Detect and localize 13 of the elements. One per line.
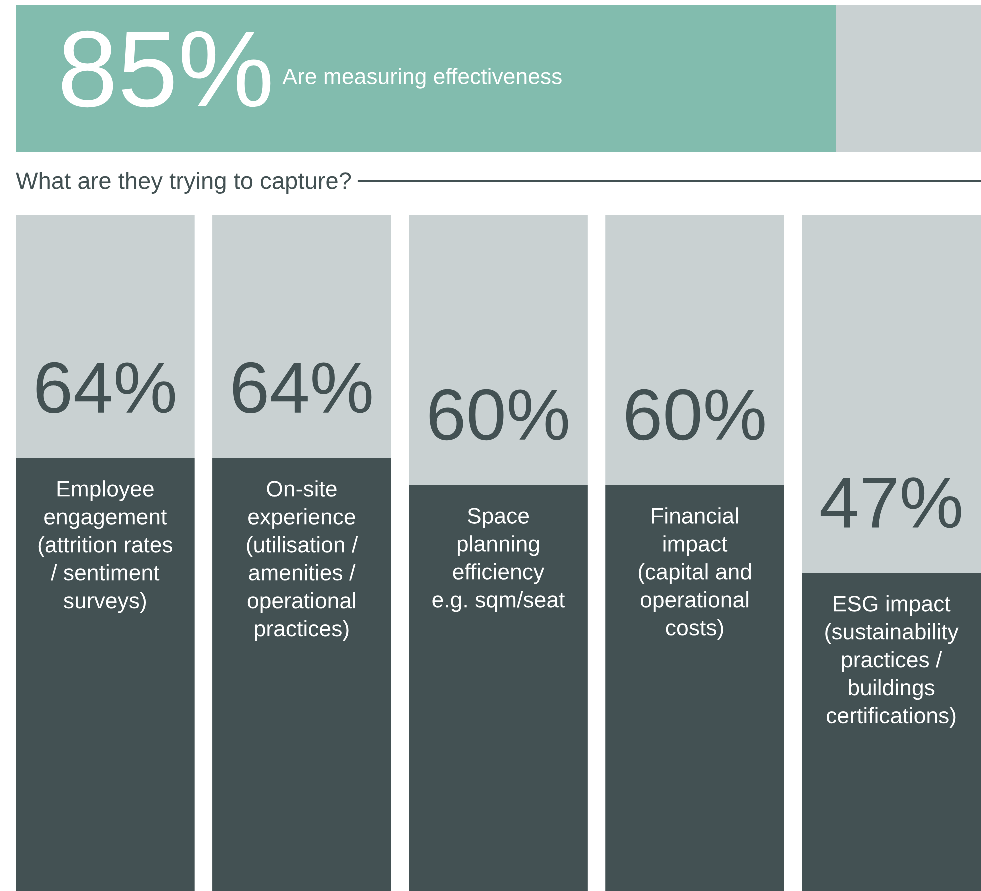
data-label: 60% bbox=[626, 389, 765, 441]
category-label: Space planning efficiency e.g. sqm/seat bbox=[432, 508, 566, 612]
data-label: 64% bbox=[36, 362, 176, 414]
data-label: 85% bbox=[62, 30, 271, 108]
category-label: Employee engagement (attrition rates / sentiment surveys) bbox=[38, 480, 173, 614]
category-label: On-site experience (utilisation / amenities / operational practices) bbox=[247, 480, 358, 642]
data-label: 64% bbox=[233, 362, 372, 414]
category-label: ESG impact (sustainability practices / buildings certifications) bbox=[826, 596, 959, 728]
category-label: Are measuring effectiveness bbox=[282, 68, 562, 89]
chart-title: What are they trying to capture? bbox=[16, 172, 352, 194]
data-label: 47% bbox=[820, 478, 962, 528]
category-label: Financial impact (capital and operational costs) bbox=[638, 508, 752, 640]
data-label: 60% bbox=[430, 389, 568, 441]
